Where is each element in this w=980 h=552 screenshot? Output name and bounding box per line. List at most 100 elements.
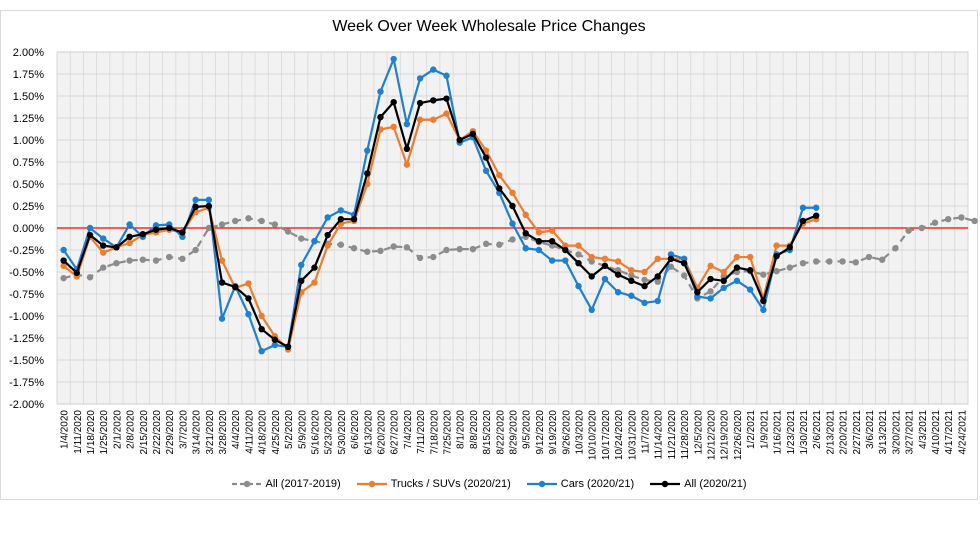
data-point	[694, 293, 701, 300]
data-point	[258, 217, 265, 225]
data-point	[588, 273, 595, 280]
data-point	[548, 242, 556, 249]
data-point	[641, 276, 648, 284]
x-tick-label: 9/19/2020	[548, 410, 559, 455]
x-tick-label: 4/17/2021	[944, 410, 955, 455]
x-tick-label: 3/13/2021	[878, 410, 889, 455]
y-tick-label: -0.25%	[9, 245, 44, 257]
data-point	[588, 253, 595, 261]
x-tick-label: 2/20/2021	[839, 410, 850, 455]
data-point	[588, 258, 595, 265]
legend-label: All (2020/21)	[684, 478, 747, 490]
data-point	[496, 172, 503, 179]
data-point	[179, 229, 186, 236]
data-point	[337, 216, 345, 223]
data-point	[654, 255, 661, 262]
data-point	[839, 258, 846, 265]
legend: All (2017-2019) Trucks / SUVs (2020/21) Ca…	[0, 478, 978, 492]
data-point	[707, 295, 714, 302]
legend-label: All (2017-2019)	[265, 478, 341, 490]
data-point	[390, 98, 397, 106]
data-point	[403, 145, 411, 152]
data-point	[562, 242, 569, 249]
x-tick-label: 1/25/2020	[99, 410, 110, 455]
x-tick-label: 12/26/2020	[733, 410, 744, 460]
x-tick-label: 12/12/2020	[707, 410, 718, 460]
x-tick-label: 3/21/2020	[205, 410, 216, 455]
y-tick-label: -1.25%	[9, 333, 44, 345]
data-point	[271, 341, 279, 349]
data-point	[535, 229, 543, 236]
data-point	[707, 288, 714, 295]
legend-item: All (2020/21)	[650, 478, 747, 490]
data-point	[720, 277, 727, 284]
data-point	[430, 66, 437, 73]
data-point	[812, 204, 820, 211]
data-point	[760, 297, 767, 305]
data-point	[364, 170, 371, 177]
x-tick-label: 2/13/2021	[825, 410, 836, 455]
legend-item: Trucks / SUVs (2020/21)	[356, 478, 511, 490]
x-tick-label: 12/5/2020	[693, 410, 704, 455]
data-point	[324, 242, 331, 249]
x-tick-label: 3/6/2021	[865, 410, 876, 449]
data-point	[614, 267, 622, 274]
data-point	[878, 256, 886, 263]
data-point	[812, 258, 820, 265]
x-tick-label: 8/8/2020	[469, 410, 480, 449]
data-point	[166, 224, 173, 232]
data-point	[826, 258, 833, 265]
data-point	[733, 264, 741, 271]
x-tick-label: 8/29/2020	[509, 410, 520, 455]
data-point	[324, 214, 331, 221]
x-tick-label: 3/14/2020	[192, 410, 203, 455]
data-point	[337, 207, 345, 214]
data-point	[773, 242, 780, 249]
y-tick-label: 1.50%	[13, 91, 44, 103]
data-point	[284, 228, 292, 235]
data-point	[799, 260, 807, 267]
x-tick-label: 3/28/2020	[218, 410, 229, 455]
x-tick-label: 10/24/2020	[614, 410, 625, 460]
data-point	[773, 267, 780, 275]
data-point	[390, 243, 397, 250]
data-point	[86, 224, 94, 232]
x-tick-label: 3/7/2020	[178, 410, 189, 449]
data-point	[641, 268, 648, 276]
data-point	[245, 280, 252, 287]
data-point	[218, 221, 226, 228]
data-point	[443, 246, 450, 254]
data-point	[443, 72, 450, 79]
data-point	[350, 216, 358, 223]
data-point	[628, 277, 635, 284]
x-tick-label: 1/9/2021	[759, 410, 770, 449]
data-point	[350, 245, 358, 252]
data-point	[680, 255, 688, 262]
data-point	[126, 221, 133, 228]
data-point	[958, 214, 965, 221]
y-tick-label: 1.75%	[13, 69, 44, 81]
x-tick-label: 11/21/2020	[667, 410, 678, 460]
data-point	[430, 116, 437, 123]
data-point	[271, 336, 279, 343]
x-tick-label: 1/11/2020	[73, 410, 84, 454]
data-point	[403, 120, 411, 128]
data-point	[298, 261, 305, 269]
data-point	[746, 267, 754, 274]
data-point	[100, 264, 107, 271]
data-point	[258, 348, 265, 355]
data-point	[944, 216, 952, 223]
data-point	[311, 264, 318, 271]
data-point	[298, 235, 305, 242]
data-point	[416, 75, 424, 82]
y-tick-label: -1.00%	[9, 311, 44, 323]
data-point	[535, 246, 543, 254]
data-point	[416, 99, 424, 107]
x-tick-label: 2/6/2021	[812, 410, 823, 449]
data-point	[654, 273, 661, 280]
x-tick-label: 5/16/2020	[310, 410, 321, 455]
x-tick-label: 2/15/2020	[139, 410, 150, 455]
data-point	[680, 260, 688, 267]
data-point	[694, 289, 701, 296]
y-tick-label: -1.75%	[9, 377, 44, 389]
